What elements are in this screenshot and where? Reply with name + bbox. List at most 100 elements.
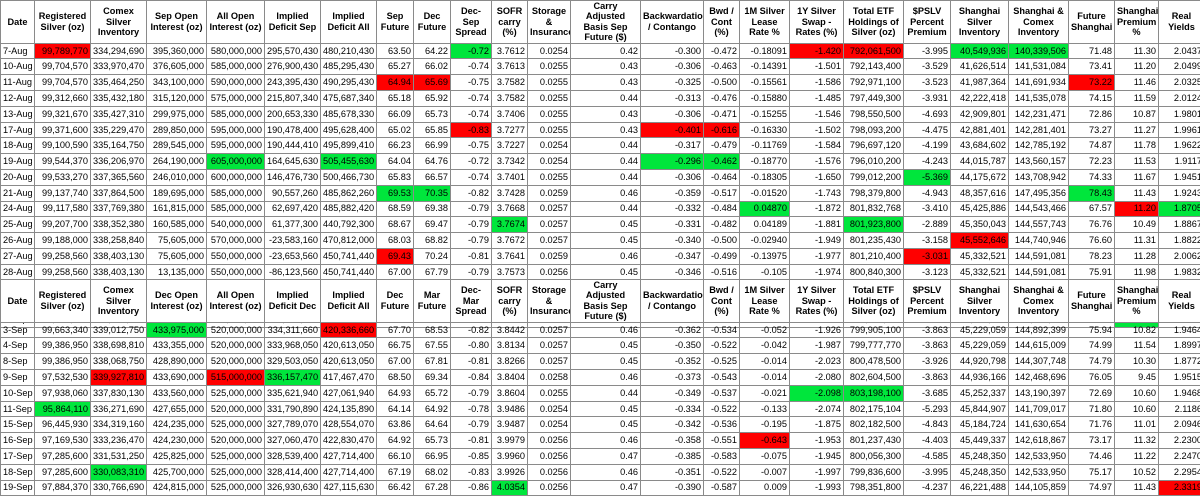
cell-comex-silver-inventory: 338,068,750 bbox=[91, 354, 147, 370]
header-registered-silver-oz: Registered Silver (oz) bbox=[35, 1, 91, 44]
cell-pslv-percent-premium: -3.685 bbox=[904, 385, 951, 401]
cell-sep-open-interest-oz: 264,190,000 bbox=[147, 154, 207, 170]
cell-comex-silver-inventory: 333,236,470 bbox=[91, 433, 147, 449]
cell-1m-silver-lease-rate: 0.009 bbox=[740, 480, 790, 496]
cell-pslv-percent-premium: -5.369 bbox=[904, 170, 951, 186]
cell-comex-silver-inventory: 335,432,180 bbox=[91, 91, 147, 107]
cell-backwardation-contango: -0.358 bbox=[641, 433, 704, 449]
cell-1y-silver-swap-rates: -1.872 bbox=[790, 201, 844, 217]
cell-backwardation-contango: -0.349 bbox=[641, 385, 704, 401]
cell-total-etf-holdings-of-silver-oz: 796,010,200 bbox=[844, 154, 904, 170]
cell-mar-future: 64.92 bbox=[414, 401, 451, 417]
cell-dec-sep-spread: -0.79 bbox=[451, 264, 492, 280]
cell-shanghai-comex-inventory: 144,105,859 bbox=[1009, 480, 1069, 496]
header-shanghai-premium: Shanghai Premium % bbox=[1115, 1, 1159, 44]
cell-registered-silver-oz: 96,445,930 bbox=[35, 417, 91, 433]
cell-implied-deficit-sep: -86,123,560 bbox=[265, 264, 321, 280]
cell-shanghai-premium: 10.87 bbox=[1115, 106, 1159, 122]
cell-1y-silver-swap-rates: -1.949 bbox=[790, 233, 844, 249]
cell-implied-deficit-sep: 215,807,340 bbox=[265, 91, 321, 107]
cell-real-yields: 1.9515 bbox=[1159, 370, 1200, 386]
cell-comex-silver-inventory: 334,294,690 bbox=[91, 43, 147, 59]
cell-bwd-cont: -0.517 bbox=[704, 185, 740, 201]
cell-backwardation-contango: -0.351 bbox=[641, 464, 704, 480]
cell-sep-open-interest-oz: 75,605,000 bbox=[147, 248, 207, 264]
cell-implied-deficit-all: 490,295,430 bbox=[321, 75, 377, 91]
cell-real-yields: 2.0325 bbox=[1159, 75, 1200, 91]
header-shanghai-comex-inventory: Shanghai & Comex Inventory bbox=[1009, 1, 1069, 44]
cell-shanghai-comex-inventory: 144,307,748 bbox=[1009, 354, 1069, 370]
cell-registered-silver-oz: 99,100,590 bbox=[35, 138, 91, 154]
cell-storage-insurance: 0.0255 bbox=[528, 75, 571, 91]
cell-sofr-carry: 3.7641 bbox=[492, 248, 528, 264]
cell-real-yields: 2.0124 bbox=[1159, 91, 1200, 107]
cell-real-yields: 2.0499 bbox=[1159, 59, 1200, 75]
cell-all-open-interest-oz: 585,000,000 bbox=[207, 201, 265, 217]
cell-total-etf-holdings-of-silver-oz: 798,379,800 bbox=[844, 185, 904, 201]
cell-comex-silver-inventory: 338,403,130 bbox=[91, 248, 147, 264]
cell-dec-mar-spread: -0.81 bbox=[451, 354, 492, 370]
cell-sep-open-interest-oz: 75,605,000 bbox=[147, 233, 207, 249]
cell-comex-silver-inventory: 338,352,380 bbox=[91, 217, 147, 233]
cell-bwd-cont: -0.484 bbox=[704, 201, 740, 217]
cell-sep-future: 68.03 bbox=[377, 233, 414, 249]
cell-total-etf-holdings-of-silver-oz: 799,836,600 bbox=[844, 464, 904, 480]
cell-dec-future: 67.70 bbox=[377, 322, 414, 338]
cell-implied-deficit-dec: 326,930,630 bbox=[265, 480, 321, 496]
cell-shanghai-premium: 9.45 bbox=[1115, 370, 1159, 386]
cell-1m-silver-lease-rate: -0.18305 bbox=[740, 170, 790, 186]
row-date: 3-Sep bbox=[1, 322, 35, 338]
cell-registered-silver-oz: 99,789,770 bbox=[35, 43, 91, 59]
header-carry-adjusted-basis-sep-future: Carry Adjusted Basis Sep Future ($) bbox=[571, 280, 641, 323]
cell-dec-future: 67.00 bbox=[377, 354, 414, 370]
cell-backwardation-contango: -0.342 bbox=[641, 417, 704, 433]
cell-sep-future: 68.59 bbox=[377, 201, 414, 217]
cell-carry-adjusted-basis-sep-future: 0.44 bbox=[571, 201, 641, 217]
cell-1y-silver-swap-rates: -1.881 bbox=[790, 217, 844, 233]
cell-implied-deficit-sep: 190,444,410 bbox=[265, 138, 321, 154]
cell-1y-silver-swap-rates: -1.546 bbox=[790, 106, 844, 122]
cell-all-open-interest-oz: 600,000,000 bbox=[207, 170, 265, 186]
cell-sep-future: 69.53 bbox=[377, 185, 414, 201]
cell-implied-deficit-all: 420,613,050 bbox=[321, 354, 377, 370]
cell-sep-open-interest-oz: 299,975,000 bbox=[147, 106, 207, 122]
row-date: 20-Aug bbox=[1, 170, 35, 186]
header-sep-future: Sep Future bbox=[377, 1, 414, 44]
header-mar-future: Mar Future bbox=[414, 280, 451, 323]
cell-dec-open-interest-oz: 424,815,000 bbox=[147, 480, 207, 496]
cell-bwd-cont: -0.537 bbox=[704, 385, 740, 401]
cell-1y-silver-swap-rates: -1.977 bbox=[790, 248, 844, 264]
cell-dec-open-interest-oz: 425,700,000 bbox=[147, 464, 207, 480]
cell-real-yields: 2.2470 bbox=[1159, 449, 1200, 465]
cell-pslv-percent-premium: -3.863 bbox=[904, 338, 951, 354]
cell-bwd-cont: -0.500 bbox=[704, 233, 740, 249]
header-real-yields: Real Yields bbox=[1159, 1, 1200, 44]
cell-total-etf-holdings-of-silver-oz: 803,198,100 bbox=[844, 385, 904, 401]
row-date: 11-Aug bbox=[1, 75, 35, 91]
cell-sofr-carry: 3.7573 bbox=[492, 264, 528, 280]
cell-dec-mar-spread: -0.79 bbox=[451, 385, 492, 401]
cell-shanghai-premium: 11.30 bbox=[1115, 43, 1159, 59]
cell-storage-insurance: 0.0254 bbox=[528, 43, 571, 59]
cell-total-etf-holdings-of-silver-oz: 799,905,100 bbox=[844, 322, 904, 338]
cell-future-shanghai: 78.43 bbox=[1069, 185, 1115, 201]
cell-total-etf-holdings-of-silver-oz: 796,697,120 bbox=[844, 138, 904, 154]
cell-future-shanghai: 73.41 bbox=[1069, 59, 1115, 75]
cell-registered-silver-oz: 99,386,950 bbox=[35, 338, 91, 354]
cell-implied-deficit-dec: 329,503,050 bbox=[265, 354, 321, 370]
cell-implied-deficit-dec: 328,414,400 bbox=[265, 464, 321, 480]
cell-shanghai-silver-inventory: 41,626,514 bbox=[951, 59, 1009, 75]
cell-total-etf-holdings-of-silver-oz: 798,550,500 bbox=[844, 106, 904, 122]
cell-sofr-carry: 3.7672 bbox=[492, 233, 528, 249]
cell-shanghai-premium: 10.60 bbox=[1115, 401, 1159, 417]
cell-implied-deficit-all: 422,830,470 bbox=[321, 433, 377, 449]
header-shanghai-silver-inventory: Shanghai Silver Inventory bbox=[951, 280, 1009, 323]
row-date: 17-Aug bbox=[1, 122, 35, 138]
